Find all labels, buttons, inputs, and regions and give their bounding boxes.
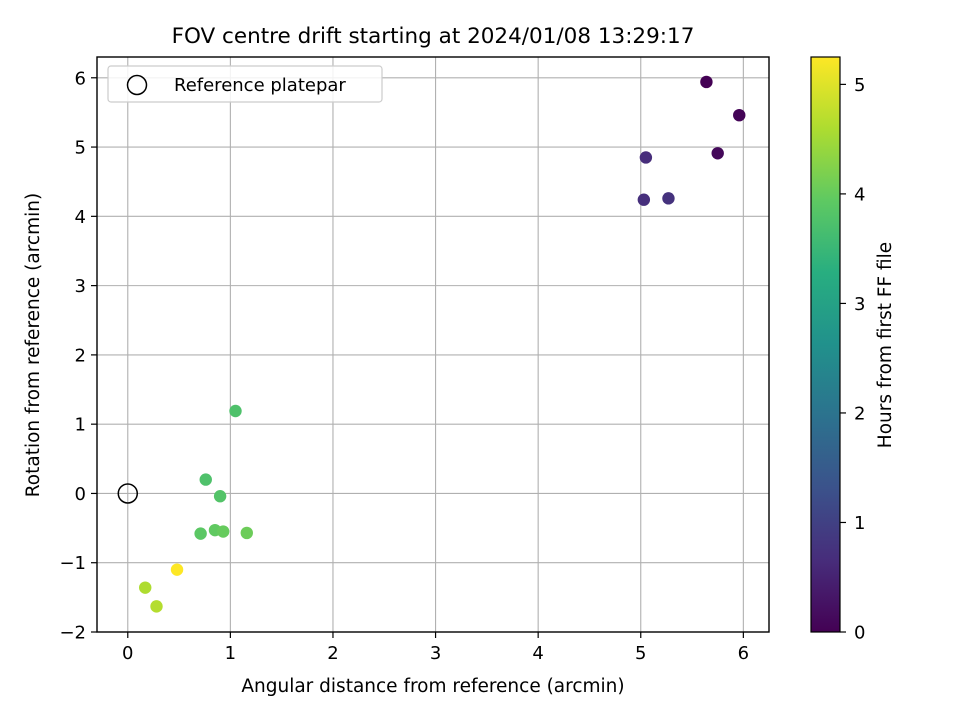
- y-tick-label: −2: [59, 623, 86, 644]
- y-tick-label: 3: [75, 276, 86, 297]
- data-point: [170, 563, 184, 576]
- y-tick-label: 1: [75, 415, 86, 436]
- colorbar-tick-label: 0: [854, 623, 865, 644]
- colorbar-tick-label: 5: [854, 75, 865, 96]
- x-axis-label: Angular distance from reference (arcmin): [241, 676, 624, 697]
- data-point: [139, 581, 152, 594]
- data-point: [662, 192, 675, 205]
- y-tick-label: 6: [75, 68, 86, 89]
- data-point: [150, 600, 163, 613]
- colorbar-tick-label: 1: [854, 513, 865, 534]
- colorbar-tick-label: 4: [854, 184, 865, 205]
- y-ticks: −2 −1 0 1 2 3 4 5 6: [59, 68, 97, 644]
- y-axis-label: Rotation from reference (arcmin): [23, 193, 44, 497]
- x-tick-label: 2: [327, 643, 338, 664]
- colorbar-tick-label: 3: [854, 294, 865, 315]
- x-tick-label: 3: [430, 643, 441, 664]
- data-point: [240, 526, 253, 540]
- y-tick-label: 5: [75, 138, 86, 159]
- colorbar: [810, 56, 841, 633]
- x-tick-label: 0: [122, 643, 133, 664]
- grid: [97, 57, 769, 633]
- colorbar-ticks: 0 1 2 3 4 5: [840, 75, 865, 644]
- data-point: [637, 193, 651, 206]
- data-point: [733, 108, 746, 122]
- legend-label: Reference platepar: [174, 75, 346, 96]
- data-point: [229, 404, 242, 418]
- data-point: [194, 527, 207, 540]
- x-tick-label: 4: [532, 643, 543, 664]
- y-tick-label: 0: [75, 484, 86, 505]
- legend-marker-icon: [126, 74, 148, 96]
- data-point: [213, 490, 227, 503]
- data-point: [216, 525, 230, 538]
- data-point: [700, 75, 713, 89]
- legend: Reference platepar: [107, 65, 383, 103]
- y-tick-label: −1: [59, 553, 86, 574]
- plot-frame: [96, 56, 770, 633]
- x-tick-label: 5: [635, 643, 646, 664]
- y-tick-label: 2: [75, 345, 86, 366]
- data-point: [199, 473, 212, 486]
- colorbar-label: Hours from first FF file: [875, 242, 896, 448]
- reference-point: [117, 483, 139, 504]
- x-ticks: 0 1 2 3 4 5 6: [122, 632, 749, 664]
- data-point: [639, 151, 653, 164]
- data-point: [711, 147, 724, 160]
- x-tick-label: 6: [738, 643, 749, 664]
- data-points: [117, 75, 746, 613]
- legend-box: [107, 65, 383, 103]
- colorbar-tick-label: 2: [854, 403, 865, 424]
- x-tick-label: 1: [225, 643, 236, 664]
- y-tick-label: 4: [75, 207, 86, 228]
- chart-title: FOV centre drift starting at 2024/01/08 …: [172, 24, 695, 49]
